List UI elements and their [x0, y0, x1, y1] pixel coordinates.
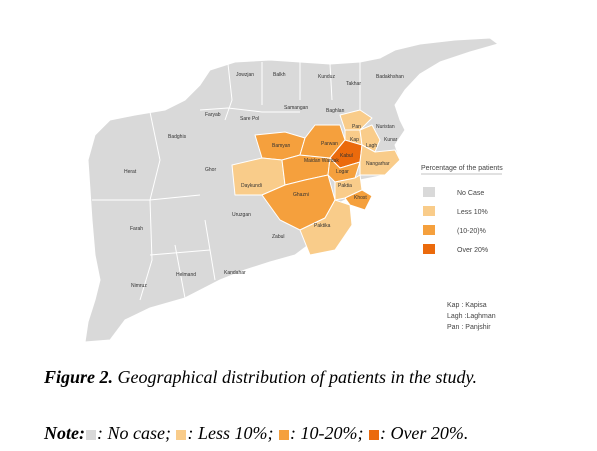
label-nuristan: Nuristan [376, 124, 395, 130]
label-kandahar: Kandahar [224, 270, 246, 276]
label-zabul: Zabul [272, 234, 285, 240]
figure-caption-text: Geographical distribution of patients in… [117, 367, 478, 387]
abbr-panjshir: Pan : Panjshir [447, 324, 491, 331]
figure-caption: Figure 2. Geographical distribution of p… [44, 367, 564, 388]
label-maidan-wardak: Maidan Wardak [304, 158, 339, 164]
label-badakhshan: Badakhshan [376, 74, 404, 80]
label-logar: Logar [336, 169, 349, 175]
label-kunduz: Kunduz [318, 74, 335, 80]
label-bamyan: Bamyan [272, 143, 291, 149]
province-lagh [359, 124, 381, 153]
legend-label-over-20: Over 20% [457, 247, 488, 254]
note-swatch-less-10 [176, 429, 187, 440]
label-nangarhar: Nangarhar [366, 161, 390, 167]
label-jowzjan: Jowzjan [236, 72, 254, 78]
label-balkh: Balkh [273, 72, 286, 78]
province-borders [92, 62, 361, 301]
note-swatch-10-20 [278, 429, 289, 440]
note-swatch-over-20 [368, 429, 379, 440]
colored-provinces [231, 109, 401, 256]
label-lagh: Lagh [366, 143, 377, 149]
province-labels: Jowzjan Balkh Kunduz Takhar Badakhshan F… [124, 72, 404, 289]
label-badghis: Badghis [168, 134, 187, 140]
legend-title: Percentage of the patients [421, 165, 503, 172]
note-item-10-20: : 10-20%; [289, 423, 364, 443]
label-farah: Farah [130, 226, 143, 232]
label-takhar: Takhar [346, 81, 361, 87]
abbr-laghman: Lagh :Laghman [447, 313, 496, 320]
label-kabul: Kabul [340, 153, 353, 159]
label-khost: Khost [354, 195, 367, 201]
legend-label-less-10: Less 10% [457, 209, 488, 216]
province-pan [339, 109, 373, 131]
note-item-less-10: : Less 10%; [187, 423, 274, 443]
label-nimruz: Nimruz [131, 283, 147, 289]
label-kap: Kap [350, 137, 359, 143]
note-label: Note: [44, 423, 85, 443]
abbr-kapisa: Kap : Kapisa [447, 302, 487, 309]
figure-note: Note: : No case; : Less 10%; : 10-20%; : … [44, 423, 584, 444]
label-uruzgan: Uruzgan [232, 212, 251, 218]
label-paktia: Paktia [338, 183, 352, 189]
label-herat: Herat [124, 169, 137, 175]
label-samangan: Samangan [284, 105, 308, 111]
legend-label-10-20: (10-20)% [457, 228, 486, 235]
legend-swatch-less-10 [423, 206, 435, 216]
label-pan: Pan [352, 124, 361, 130]
afghanistan-map: Jowzjan Balkh Kunduz Takhar Badakhshan F… [84, 37, 503, 343]
svg-text:Maidan Wardak: Maidan Wardak [304, 158, 339, 164]
figure-label: Figure 2. [44, 367, 114, 387]
label-parwan: Parwan [321, 141, 338, 147]
note-item-no-case: : No case; [96, 423, 171, 443]
legend-swatch-10-20 [423, 225, 435, 235]
map-legend: Percentage of the patients No Case Less … [421, 165, 503, 254]
province-paktika [299, 199, 353, 256]
legend-swatch-no-case [423, 187, 435, 197]
province-khost [344, 189, 373, 211]
note-item-over-20: : Over 20%. [379, 423, 469, 443]
label-ghazni: Ghazni [293, 192, 309, 198]
label-baghlan: Baghlan [326, 108, 345, 114]
abbreviations: Kap : Kapisa Lagh :Laghman Pan : Panjshi… [447, 302, 496, 331]
legend-swatch-over-20 [423, 244, 435, 254]
label-paktika: Paktika [314, 223, 331, 229]
label-kunar: Kunar [384, 137, 398, 143]
note-swatch-no-case [85, 429, 96, 440]
label-helmand: Helmand [176, 272, 196, 278]
province-nangarhar [359, 144, 401, 176]
label-faryab: Faryab [205, 112, 221, 118]
label-daykundi: Daykundi [241, 183, 262, 189]
legend-label-no-case: No Case [457, 190, 484, 197]
label-sare-pol: Sare Pol [240, 116, 259, 122]
label-ghor: Ghor [205, 167, 216, 173]
